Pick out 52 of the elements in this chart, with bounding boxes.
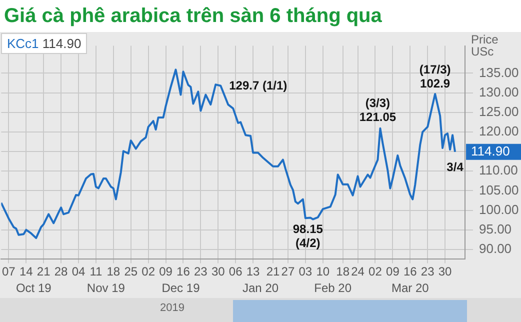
chart-title: Giá cà phê arabica trên sàn 6 tháng qua	[0, 0, 521, 32]
x2-tick-label: Feb 20	[314, 281, 352, 296]
y-tick-label: 120.00	[479, 124, 519, 139]
x-tick-label: 09	[159, 264, 173, 279]
y-tick-label: 125.00	[479, 104, 519, 119]
x-tick-label: 03	[298, 264, 312, 279]
y-tick-label: 105.00	[479, 182, 519, 198]
annotation: 129.7 (1/1)	[229, 78, 288, 92]
annotation: (17/3) 102.9	[419, 62, 451, 90]
x-tick-label: 30	[438, 264, 452, 279]
y-tick-label: 100.00	[479, 202, 519, 217]
x-tick-label: 18	[336, 264, 350, 279]
y-tick-label: 130.00	[479, 84, 519, 100]
text: 114.90	[42, 36, 82, 51]
x-tick-label: 11	[90, 264, 102, 279]
annotation: 3/4	[446, 160, 464, 174]
x-tick-label: 23	[194, 264, 208, 279]
text: KCc1	[7, 36, 39, 51]
x-tick-label: 10	[316, 264, 330, 279]
x2-tick-label: Mar 20	[391, 281, 430, 296]
x-tick-label: 07	[2, 264, 16, 279]
x2-tick-label: Oct 19	[16, 281, 52, 296]
x-tick-label: 14	[19, 264, 34, 279]
x-tick-label: 30	[211, 264, 226, 279]
x-tick-label: 04	[72, 264, 86, 279]
x-tick-label: 09	[386, 264, 400, 279]
x-tick-label: 06	[228, 264, 243, 279]
y-tick-label: 95.00	[479, 221, 512, 236]
y-tick-label: 90.00	[479, 240, 512, 256]
data-label: 114.90	[471, 143, 510, 158]
y-tick-label: 110.00	[479, 162, 518, 178]
annotation: 98.15 (4/2)	[292, 222, 324, 250]
x-tick-label: 13	[246, 264, 260, 279]
date-range-slider: 2019	[0, 298, 521, 322]
x2-tick-label: Dec 19	[162, 281, 200, 296]
x-tick-label: 02	[142, 264, 156, 279]
x2-tick-label: Jan 20	[242, 281, 279, 296]
y-axis-title: Price USc	[471, 32, 499, 58]
x-tick-label: 16	[403, 264, 418, 279]
x-tick-label: 02	[368, 264, 382, 279]
x2-tick-label: Nov 19	[86, 281, 126, 296]
x-tick-label: 28	[54, 264, 68, 279]
x-tick-label: 18	[106, 264, 120, 279]
x-tick-label: 21	[266, 264, 280, 279]
y-tick-label: 135.00	[479, 64, 519, 80]
x-tick-label: 27	[281, 264, 295, 279]
x-tick-label: 25	[124, 264, 138, 279]
x-tick-label: 16	[176, 264, 190, 279]
x-tick-label: 23	[420, 264, 435, 279]
x-tick-label: 21	[36, 264, 51, 279]
annotation: (3/3) 121.05	[359, 96, 396, 124]
x-tick-label: 24	[351, 264, 365, 279]
